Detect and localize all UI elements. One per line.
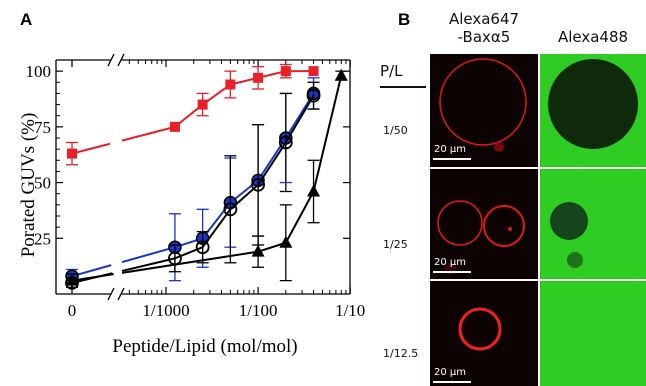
header-alexa647-text: Alexa647 -Baxα5 [448,10,520,46]
guv-red-ring-icon [458,307,502,351]
micrograph-red-row2: 20 µm [430,169,538,279]
scale-bar [433,271,471,273]
axis-break-mark [107,287,115,301]
series-line-segment [121,125,176,142]
y-axis-title: Porated GUVs (%) [18,113,39,258]
axis-break-mark [117,287,125,301]
series-line-segment [257,241,287,253]
series-line-segment [201,208,232,248]
y-tick-label: 75 [34,118,51,137]
header-alexa488: Alexa488 [557,28,629,46]
micrograph-green-row2 [540,169,646,279]
data-point-open-circle [306,88,321,103]
header-alexa647: Alexa647 -Baxα5 [430,10,538,46]
data-point-triangle [334,68,348,81]
axis-break-mark [117,53,125,67]
chart-axes: 25 50 75 100 0 1/1000 1/100 1/10 [26,53,365,320]
micrograph-red-row3: 20 µm [430,281,538,386]
data-point-square [308,66,319,77]
ratio-label-1: 1/50 [383,124,408,137]
micrograph-red-row1: 20 µm [430,54,538,167]
data-point-square [169,121,180,132]
y-tick-label: 100 [26,62,52,81]
x-tick-label: 1/10 [335,301,365,320]
data-point-square [67,148,77,159]
data-point-square [225,79,236,90]
series-0 [66,63,319,166]
data-point-square [197,99,208,110]
micrograph-green-row3 [540,281,646,386]
data-point-triangle [307,184,321,197]
y-tick-label: 50 [34,174,51,193]
pl-divider [380,86,426,88]
scale-bar [433,158,471,160]
data-point-triangle [251,244,265,257]
micrograph-green-row1 [540,54,646,167]
ratio-label-3: 1/12.5 [383,347,419,360]
series-line-segment [257,141,287,186]
scale-bar-label: 20 µm [434,257,467,268]
data-point-square [280,66,291,77]
series-line-segment [174,246,204,260]
series-line-segment [201,202,232,239]
pl-title: P/L [380,62,403,80]
scale-bar [433,381,471,383]
guv-dark-interior-icon [548,59,638,149]
axis-break-mark [107,53,115,67]
guv-partial-dark-icon [550,202,588,268]
series-line-segment [312,75,343,192]
data-point-open-circle [195,240,210,255]
panel-a-label: A [20,10,33,29]
series-line-segment [284,191,315,244]
series-line-segment [71,273,114,282]
series-line-segment [121,257,176,272]
scale-bar-label: 20 µm [434,144,467,155]
series-line-segment [71,264,112,278]
data-point-triangle [279,235,293,248]
y-tick-label: 25 [34,229,51,248]
series-line-segment [71,142,111,155]
scale-bar-label: 20 µm [434,367,467,378]
ratio-label-2: 1/25 [383,238,408,251]
x-axis-title: Peptide/Lipid (mol/mol) [112,336,297,357]
series-line-segment [121,246,176,264]
guv-red-outline-icon [439,58,527,152]
data-point-triangle [65,273,79,286]
data-point-open-circle [223,202,238,217]
panel-b-label: B [398,10,411,29]
series-line-segment [257,137,287,181]
x-tick-label: 0 [68,301,77,320]
pore-formation-chart: 25 50 75 100 0 1/1000 1/100 1/10 Porated GUVs (… [18,53,365,357]
chart-series [65,63,348,290]
series-line-segment [284,95,315,143]
series-line-segment [121,250,259,274]
data-point-open-circle [278,135,293,150]
x-tick-label: 1/1000 [142,301,189,320]
series-3 [65,68,348,288]
data-point-square [253,72,264,83]
data-point-open-circle [251,177,265,192]
series-line-segment [284,92,315,139]
x-tick-label: 1/100 [239,301,278,320]
